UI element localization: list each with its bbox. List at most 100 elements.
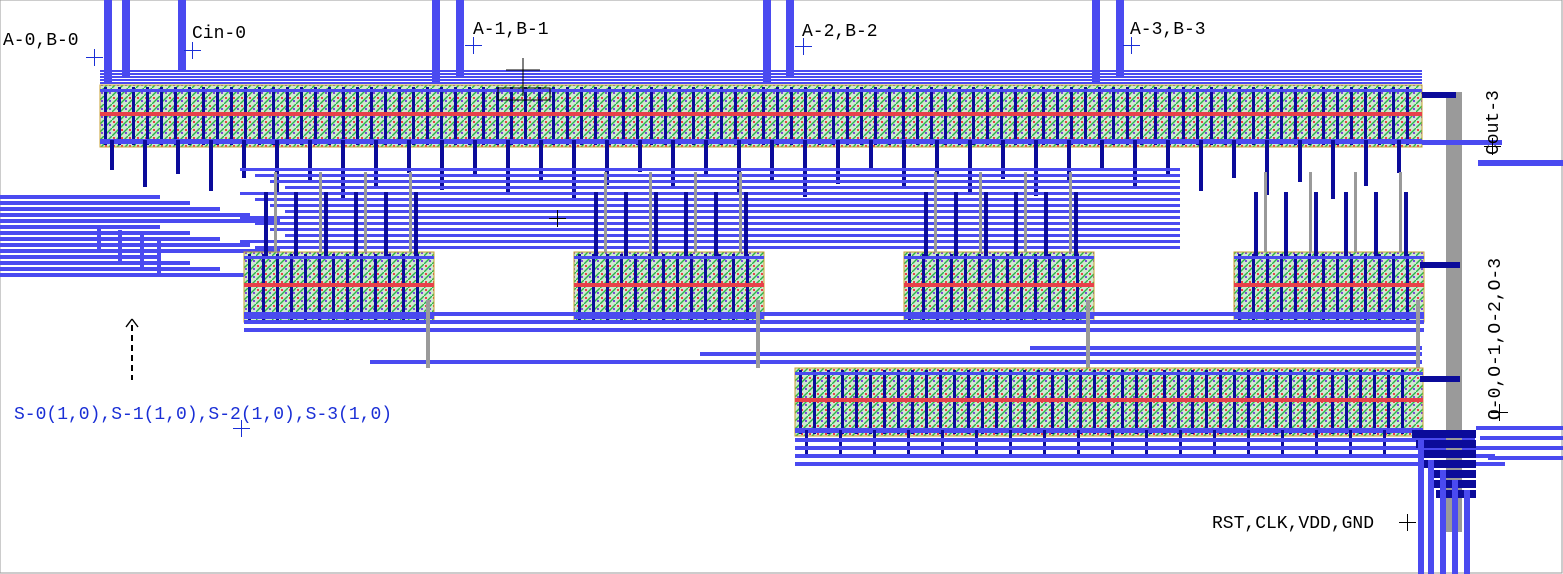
metal-bus bbox=[0, 213, 250, 217]
metal-rail bbox=[700, 352, 1422, 356]
metal-rail bbox=[100, 82, 1422, 84]
metal-rail bbox=[1484, 446, 1563, 450]
metal-rail bbox=[100, 79, 1422, 81]
metal-bus bbox=[0, 255, 160, 259]
poly-wire bbox=[1086, 300, 1090, 368]
pin-cross-icon[interactable] bbox=[465, 37, 482, 54]
metal-rail bbox=[574, 314, 764, 319]
metal-rail bbox=[1030, 346, 1422, 350]
via-stack bbox=[1100, 140, 1104, 170]
via-stack bbox=[143, 140, 147, 187]
via-bar bbox=[1424, 460, 1476, 468]
metal-wire bbox=[157, 240, 161, 275]
via-stack bbox=[1281, 430, 1284, 458]
via-stack bbox=[975, 430, 978, 458]
pin-cross-icon[interactable] bbox=[795, 38, 812, 55]
metal-rail bbox=[100, 70, 1422, 72]
via-stack bbox=[1145, 430, 1148, 458]
via-stack bbox=[176, 140, 180, 174]
via-stack bbox=[869, 140, 873, 171]
metal-bus bbox=[285, 210, 1180, 213]
metal-rail bbox=[1480, 436, 1563, 440]
pin-cross-icon[interactable] bbox=[1399, 514, 1416, 531]
via-stack bbox=[506, 140, 510, 194]
metal-rail bbox=[370, 360, 1422, 364]
metal-rail bbox=[795, 446, 1485, 450]
via-stack bbox=[1247, 430, 1250, 458]
poly-wire bbox=[1416, 300, 1420, 368]
metal-wire bbox=[1440, 470, 1446, 574]
metal-wire bbox=[1428, 460, 1434, 574]
via-stack bbox=[1199, 140, 1203, 191]
via-bar bbox=[1420, 450, 1476, 458]
pin-label-outputs: O-0,O-1,O-2,O-3 bbox=[1486, 257, 1506, 420]
via-stack bbox=[1383, 430, 1386, 458]
via-stack bbox=[1254, 192, 1258, 256]
metal-rail bbox=[904, 256, 1094, 259]
via-stack bbox=[275, 140, 279, 195]
via-bar bbox=[1428, 470, 1476, 478]
via-stack bbox=[907, 430, 910, 458]
via-stack bbox=[1009, 430, 1012, 458]
via-stack bbox=[384, 192, 388, 256]
metal-bus bbox=[0, 243, 250, 247]
poly-wire bbox=[1354, 172, 1357, 252]
metal-wire bbox=[763, 0, 771, 82]
metal-rail bbox=[244, 320, 1424, 324]
via-stack bbox=[1344, 192, 1348, 256]
via-stack bbox=[902, 140, 906, 188]
via-stack bbox=[984, 192, 988, 256]
metal-wire bbox=[432, 0, 440, 82]
metal-bus bbox=[0, 207, 220, 211]
pin-label-select: S-0(1,0),S-1(1,0),S-2(1,0),S-3(1,0) bbox=[14, 405, 393, 425]
metal-bus bbox=[240, 192, 1180, 195]
via-stack bbox=[624, 192, 628, 256]
via-stack bbox=[704, 140, 708, 176]
metal-rail bbox=[244, 256, 434, 259]
metal-rail bbox=[795, 454, 1495, 458]
poly-wire bbox=[934, 172, 937, 252]
implant-band bbox=[795, 398, 1423, 402]
via-stack bbox=[935, 140, 939, 175]
via-stack bbox=[1067, 140, 1071, 183]
pin-cross-icon[interactable] bbox=[86, 49, 103, 66]
pin-cross-icon[interactable] bbox=[1123, 37, 1140, 54]
via-stack bbox=[1077, 430, 1080, 458]
selection-box bbox=[497, 87, 551, 101]
via-bar bbox=[1412, 430, 1476, 438]
via-bar bbox=[1420, 376, 1460, 382]
metal-wire bbox=[456, 0, 464, 78]
poly-wire bbox=[1264, 172, 1267, 252]
poly-wire bbox=[364, 172, 367, 252]
metal-rail bbox=[795, 462, 1505, 466]
pin-cross-icon[interactable] bbox=[1484, 138, 1501, 155]
via-stack bbox=[594, 192, 598, 256]
metal-bus bbox=[285, 186, 1180, 189]
metal-wire bbox=[118, 230, 122, 262]
metal-rail bbox=[244, 328, 1424, 332]
up-arrow-marker-icon bbox=[125, 318, 133, 328]
metal-bus bbox=[0, 219, 280, 223]
via-stack bbox=[1014, 192, 1018, 256]
pin-cross-icon[interactable] bbox=[233, 420, 250, 437]
via-stack bbox=[605, 140, 609, 185]
via-stack bbox=[839, 430, 842, 458]
poly-wire bbox=[1024, 172, 1027, 252]
via-stack bbox=[1166, 140, 1170, 174]
via-stack bbox=[1179, 430, 1182, 458]
via-stack bbox=[324, 192, 328, 256]
via-stack bbox=[744, 192, 748, 256]
poly-wire bbox=[426, 300, 430, 368]
pin-cross-icon[interactable] bbox=[1491, 404, 1508, 421]
via-stack bbox=[1133, 140, 1137, 187]
via-stack bbox=[638, 140, 642, 172]
metal-bus bbox=[270, 228, 1180, 231]
pin-cross-icon[interactable] bbox=[184, 42, 201, 59]
via-stack bbox=[209, 140, 213, 191]
pin-cross-icon[interactable] bbox=[549, 210, 566, 227]
poly-wire bbox=[1399, 172, 1402, 252]
via-stack bbox=[1001, 140, 1005, 179]
metal-rail bbox=[1476, 426, 1563, 430]
implant-band bbox=[574, 283, 764, 287]
